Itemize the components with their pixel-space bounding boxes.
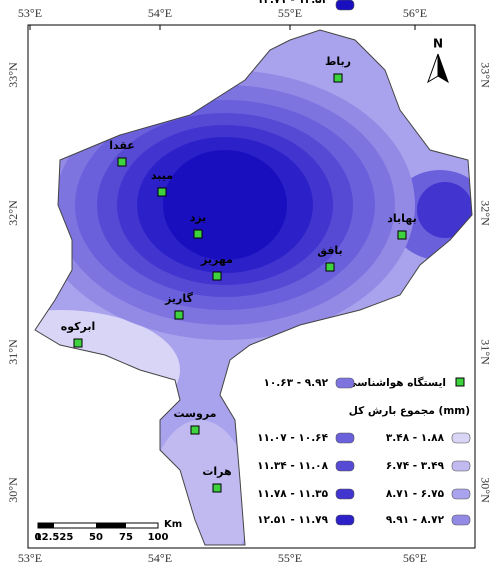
latitude-label: 31°N [6,339,20,365]
legend-class: ۱۲.۵۱ - ۱۱.۷۹ [257,514,329,526]
longitude-label: 54°E [148,551,172,565]
legend-swatch [335,377,355,389]
latitude-label: 32°N [6,200,20,226]
scale-label: 100 [148,532,169,543]
scale-unit: Km [164,519,182,530]
scale-label: 75 [119,532,133,543]
legend-swatch [451,460,471,472]
legend: ایستگاه هواشناسی مجموع بارش کل (mm) ۳.۴۸ -… [257,0,471,526]
legend-swatch [335,460,355,472]
station-marker [190,425,200,435]
latitude-label: 32°N [478,200,492,226]
legend-swatch [335,0,355,11]
legend-class: ۱۰.۶۳ - ۹.۹۲ [263,377,328,389]
province-border [34,29,473,546]
scale-label: 12.525 [35,532,74,543]
legend-class: ۹.۹۱ - ۸.۷۲ [386,514,445,526]
legend-class: ۸.۷۱ - ۶.۷۵ [386,488,445,500]
station-marker [157,187,167,197]
legend-swatch [335,488,355,500]
legend-class: ۱۳.۷۱ - ۱۲.۵۲ [257,0,329,6]
station-marker [73,338,83,348]
station-label: عقدا [109,139,135,152]
station-label: ابرکوه [61,320,96,333]
station-marker [333,73,343,83]
scale-label: 50 [89,532,103,543]
legend-class: ۱۱.۰۷ - ۱۰.۶۴ [257,432,329,444]
latitude-label: 30°N [478,477,492,503]
station-symbol [455,377,465,387]
longitude-label: 55°E [278,551,302,565]
legend-class: ۱۱.۷۸ - ۱۱.۳۵ [257,488,329,500]
scale-bar: 012.525 50 75 100 Km [35,519,183,543]
legend-swatch [451,432,471,444]
station-label: میبد [151,169,173,182]
latitude-label: 33°N [6,62,20,88]
legend-class: ۶.۷۴ - ۳.۴۹ [386,460,445,472]
station-label: بهاباد [387,212,416,225]
longitude-label: 56°E [403,6,427,20]
station-marker [212,271,222,281]
legend-class: ۱۱.۳۴ - ۱۱.۰۸ [257,460,329,472]
longitude-label: 53°E [18,6,42,20]
legend-class: ۳.۴۸ - ۱.۸۸ [386,432,445,444]
scale-bar-seg [38,523,54,528]
station-marker [325,262,335,272]
station-marker [174,310,184,320]
legend-swatch [451,488,471,500]
station-marker [193,229,203,239]
scale-bar-seg [96,523,126,528]
station-marker [212,483,222,493]
station-label: هرات [202,465,231,478]
station-label: رباط [325,55,351,68]
station-marker [117,157,127,167]
station-label: بافق [317,244,342,257]
north-label: N [433,37,443,51]
legend-swatch [335,514,355,526]
station-label: یزد [190,211,207,224]
contour-band [163,150,287,260]
legend-swatch [451,514,471,526]
longitude-label: 53°E [18,551,42,565]
longitude-label: 56°E [403,551,427,565]
north-arrow: N [427,37,449,84]
longitude-label: 54°E [148,6,172,20]
contour-band [417,182,472,238]
scale-label: 0 [35,532,42,543]
legend-title: مجموع بارش کل (mm) [349,405,470,417]
legend-station: ایستگاه هواشناسی [347,376,446,389]
latitude-label: 30°N [6,477,20,503]
longitude-label: 55°E [278,6,302,20]
latitude-label: 31°N [478,339,492,365]
station-label: مروست [174,407,217,420]
latitude-label: 33°N [478,62,492,88]
station-label: گاریز [164,292,193,305]
station-label: مهریز [200,253,233,266]
legend-swatch [335,432,355,444]
station-marker [397,230,407,240]
